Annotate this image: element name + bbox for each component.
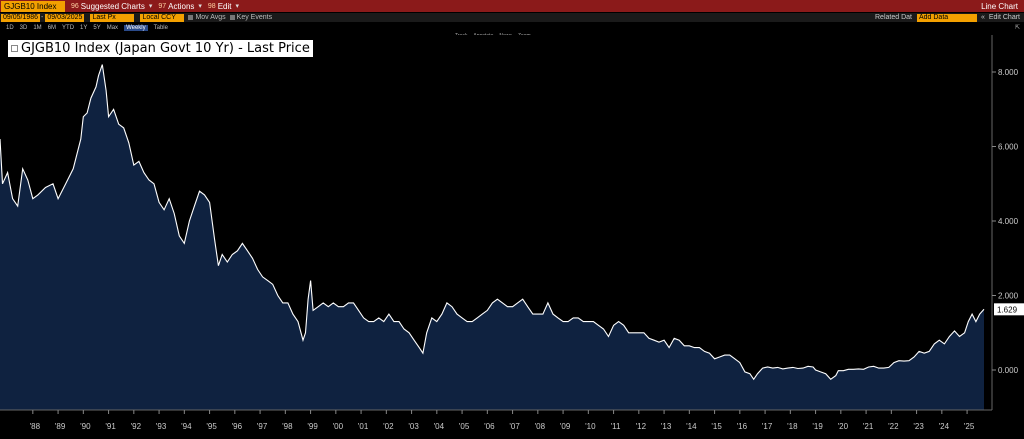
y-tick-label: 6.000	[998, 143, 1019, 152]
menu-label: Edit	[217, 1, 232, 11]
x-tick-label: '14	[686, 422, 697, 431]
key-events-toggle[interactable]: Key Events	[229, 14, 273, 21]
edit-chart-button[interactable]: Edit Chart	[988, 14, 1020, 21]
x-tick-label: '90	[80, 422, 91, 431]
menu-number: 98	[207, 2, 216, 10]
chevron-down-icon: ▾	[148, 3, 153, 10]
x-tick-label: '91	[105, 422, 116, 431]
suggested-charts-menu[interactable]: 96 Suggested Charts ▾	[71, 2, 152, 11]
x-tick-label: '08	[535, 422, 546, 431]
x-tick-label: '04	[434, 422, 445, 431]
x-tick-label: '01	[358, 422, 369, 431]
x-tick-label: '24	[939, 422, 950, 431]
last-value-label: 1.629	[997, 305, 1018, 314]
y-tick-label: 4.000	[998, 217, 1019, 226]
x-tick-label: '07	[509, 422, 520, 431]
legend-swatch	[11, 45, 18, 52]
x-tick-label: '00	[333, 422, 344, 431]
range-1y[interactable]: 1Y	[80, 24, 88, 31]
x-tick-label: '12	[636, 422, 647, 431]
x-tick-label: '93	[156, 422, 167, 431]
x-tick-label: '15	[711, 422, 722, 431]
x-tick-label: '16	[737, 422, 748, 431]
mov-avgs-label: Mov Avgs	[195, 14, 226, 21]
range-max[interactable]: Max	[106, 24, 119, 31]
related-data-label: Related Dat	[875, 14, 912, 21]
range-5y[interactable]: 5Y	[93, 24, 101, 31]
date-separator: -	[41, 14, 44, 21]
collapse-icon[interactable]: «	[980, 14, 985, 21]
menu-number: 97	[158, 2, 167, 10]
x-tick-label: '89	[55, 422, 66, 431]
table-button[interactable]: Table	[153, 24, 168, 31]
checkbox-icon	[188, 15, 194, 20]
menu-label: Actions	[168, 1, 195, 11]
x-tick-label: '94	[181, 422, 192, 431]
actions-menu[interactable]: 97 Actions ▾	[158, 2, 202, 11]
range-ytd[interactable]: YTD	[62, 24, 75, 31]
chevron-down-icon: ▾	[235, 3, 240, 10]
x-tick-label: '06	[484, 422, 495, 431]
y-tick-label: 2.000	[998, 292, 1019, 301]
x-tick-label: '05	[459, 422, 470, 431]
x-tick-label: '10	[585, 422, 596, 431]
expand-icon[interactable]: ⇱	[1014, 25, 1020, 31]
chart-type-label: Line Chart	[981, 1, 1018, 11]
range-row: 1D 3D 1M 6M YTD 1Y 5Y Max Weekly Table ⇱	[0, 23, 1024, 32]
field-dropdown[interactable]: Last Px	[90, 13, 135, 22]
x-tick-label: '17	[762, 422, 773, 431]
x-tick-label: '03	[408, 422, 419, 431]
edit-menu[interactable]: 98 Edit ▾	[208, 2, 239, 11]
start-date-field[interactable]: 09/05/1986	[1, 13, 41, 22]
controls-row: 09/05/1986 - 09/03/2025 Last Px Local CC…	[0, 13, 1024, 22]
chevron-down-icon: ▾	[198, 3, 202, 10]
x-tick-label: '98	[282, 422, 293, 431]
x-tick-label: '21	[863, 422, 874, 431]
x-tick-label: '13	[661, 422, 672, 431]
x-tick-label: '97	[257, 422, 268, 431]
x-tick-label: '20	[838, 422, 849, 431]
x-tick-label: '18	[787, 422, 798, 431]
end-date-field[interactable]: 09/03/2025	[45, 13, 85, 22]
x-tick-label: '95	[206, 422, 217, 431]
last-value-badge	[994, 303, 1024, 316]
x-tick-label: '11	[611, 422, 621, 431]
series-line	[0, 64, 985, 381]
series-area	[0, 64, 984, 410]
x-tick-label: '02	[383, 422, 394, 431]
x-tick-label: '25	[964, 422, 975, 431]
top-toolbar: GJGB10 Index 96 Suggested Charts ▾ 97 Actio…	[0, 0, 1024, 12]
currency-dropdown[interactable]: Local CCY	[140, 13, 185, 22]
y-tick-label: 8.000	[998, 68, 1019, 77]
key-events-label: Key Events	[236, 14, 273, 21]
menu-label: Suggested Charts	[80, 1, 145, 11]
x-tick-label: '22	[888, 422, 899, 431]
x-tick-label: '96	[232, 422, 243, 431]
x-tick-label: '99	[307, 422, 318, 431]
menu-number: 96	[71, 2, 79, 10]
range-1d[interactable]: 1D	[6, 24, 14, 31]
right-controls: Related Dat Add Data « Edit Chart	[875, 13, 1020, 22]
x-tick-label: '88	[30, 422, 41, 431]
range-1m[interactable]: 1M	[33, 24, 42, 31]
range-3d[interactable]: 3D	[19, 24, 28, 31]
x-tick-label: '92	[131, 422, 142, 431]
x-tick-label: '09	[560, 422, 571, 431]
legend: GJGB10 Index (Japan Govt 10 Yr) - Last P…	[8, 40, 313, 57]
ticker-field[interactable]: GJGB10 Index	[1, 0, 65, 12]
x-tick-label: '19	[812, 422, 823, 431]
checkbox-icon	[229, 15, 235, 20]
x-tick-label: '23	[913, 422, 924, 431]
y-tick-label: 0.000	[998, 366, 1019, 375]
legend-label: GJGB10 Index (Japan Govt 10 Yr) - Last P…	[21, 41, 310, 56]
related-data-field[interactable]: Add Data	[916, 13, 977, 22]
range-6m[interactable]: 6M	[47, 24, 57, 31]
mov-avgs-toggle[interactable]: Mov Avgs	[188, 14, 226, 21]
periodicity-dropdown[interactable]: Weekly	[124, 24, 148, 31]
